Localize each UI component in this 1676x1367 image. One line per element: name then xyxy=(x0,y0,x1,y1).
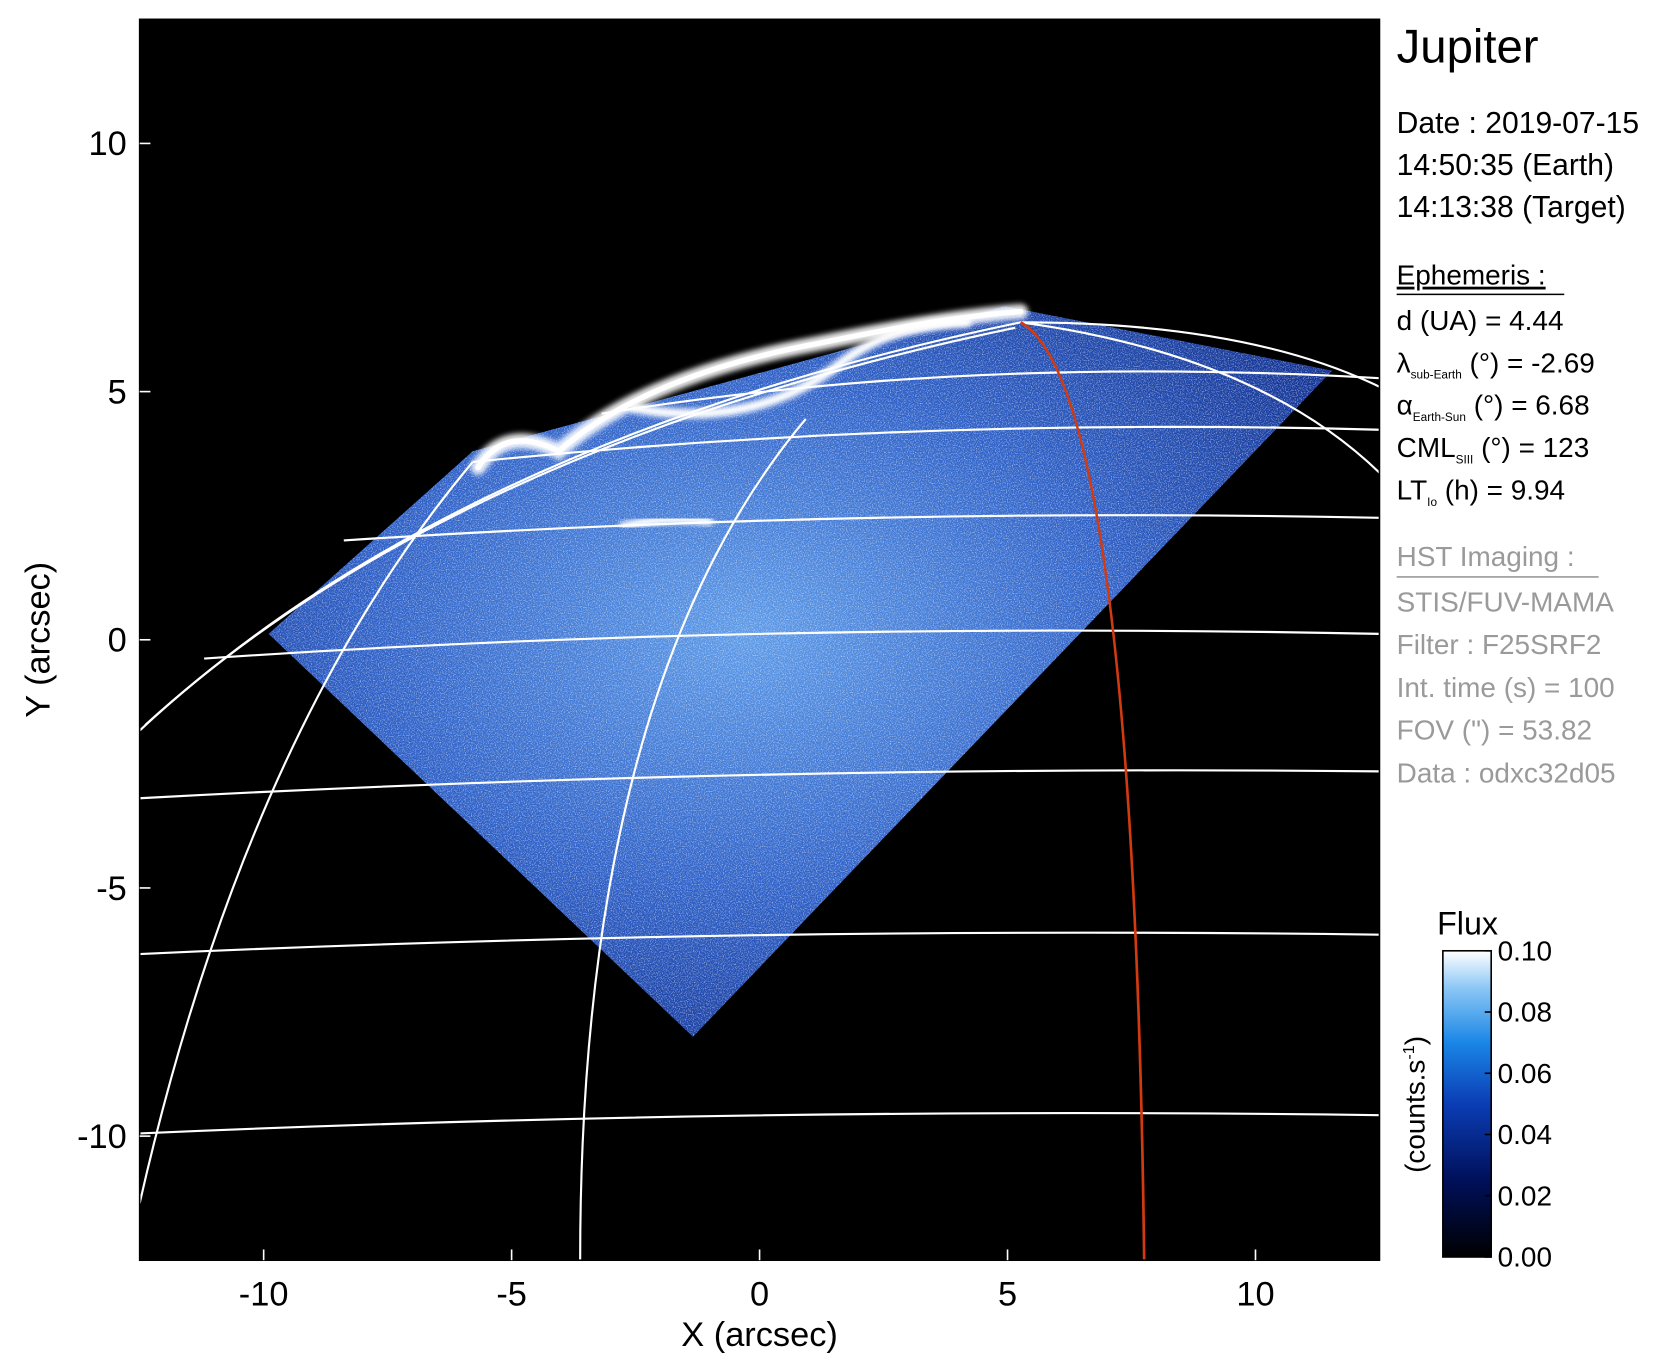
imaging-line: Int. time (s) = 100 xyxy=(1397,672,1615,703)
colorbar-label: (counts.s-1) xyxy=(1400,1036,1431,1173)
imaging-info: STIS/FUV-MAMA Filter : F25SRF2 Int. time (… xyxy=(1397,586,1616,788)
y-tick-label: -5 xyxy=(96,870,127,908)
main: CML xyxy=(1397,432,1456,463)
colorbar-tick-label: 0.06 xyxy=(1498,1058,1552,1089)
subscript: SIII xyxy=(1456,453,1474,467)
x-tick-label: -10 xyxy=(239,1275,289,1313)
axes: -10 -5 0 5 10 -10 -5 0 5 10 X (arcsec) Y (arcsec) xyxy=(19,18,1381,1354)
imaging-line: FOV (") = 53.82 xyxy=(1397,715,1592,746)
label-end: ) xyxy=(1400,1036,1431,1045)
ephemeris: d (UA) = 4.44 λsub-Earth (°) = -2.69 αEart… xyxy=(1397,305,1595,509)
label-main: (counts.s xyxy=(1400,1060,1431,1173)
colorbar-tick-label: 0.04 xyxy=(1498,1119,1552,1150)
colorbar xyxy=(1442,949,1493,1258)
header-line: 14:13:38 (Target) xyxy=(1397,191,1626,224)
imaging-line: STIS/FUV-MAMA xyxy=(1397,586,1615,617)
y-tick-label: 5 xyxy=(108,373,127,411)
image xyxy=(139,304,1380,1261)
header-line: Date : 2019-07-15 xyxy=(1397,107,1639,140)
ephemeris-line: d (UA) = 4.44 xyxy=(1397,305,1564,336)
subscript: Earth-Sun xyxy=(1413,410,1466,424)
colorbar-tick-label: 0.00 xyxy=(1498,1242,1552,1273)
x-tick-label: -5 xyxy=(496,1275,527,1313)
ephemeris-line: αEarth-Sun (°) = 6.68 xyxy=(1397,390,1590,424)
ephemeris-line: LTIo (h) = 9.94 xyxy=(1397,475,1565,509)
rest: (°) = -2.69 xyxy=(1462,347,1595,378)
rest: (h) = 9.94 xyxy=(1437,475,1565,506)
ephemeris-title: Ephemeris : xyxy=(1397,260,1546,291)
y-tick-label: 0 xyxy=(108,622,127,660)
colorbar-tick-label: 0.02 xyxy=(1498,1180,1552,1211)
header-line: 14:50:35 (Earth) xyxy=(1397,149,1614,182)
colorbar-tick-label: 0.10 xyxy=(1498,935,1552,966)
colorbar-tick-label: 0.08 xyxy=(1498,997,1552,1028)
y-tick-label: 10 xyxy=(89,125,127,163)
fov-noise xyxy=(268,306,1333,1037)
title: Jupiter xyxy=(1397,20,1539,73)
imaging-line: Data : odxc32d05 xyxy=(1397,757,1616,788)
rest: (°) = 6.68 xyxy=(1466,390,1590,421)
imaging-line: Filter : F25SRF2 xyxy=(1397,629,1602,660)
x-tick-label: 5 xyxy=(998,1275,1017,1313)
ephemeris-line: CMLSIII (°) = 123 xyxy=(1397,432,1590,466)
label-sup: -1 xyxy=(1400,1045,1418,1059)
main: α xyxy=(1397,390,1413,421)
subscript: sub-Earth xyxy=(1411,368,1462,382)
main: LT xyxy=(1397,475,1428,506)
x-axis-label: X (arcsec) xyxy=(681,1316,838,1354)
y-axis-label: Y (arcsec) xyxy=(19,562,57,718)
ephemeris-line: λsub-Earth (°) = -2.69 xyxy=(1397,347,1595,381)
y-tick-label: -10 xyxy=(77,1118,127,1156)
x-tick-label: 0 xyxy=(750,1275,769,1313)
lat-lon-grid xyxy=(139,321,1380,1261)
rest: (°) = 123 xyxy=(1473,432,1589,463)
colorbar-title: Flux xyxy=(1437,906,1498,942)
main: λ xyxy=(1397,347,1411,378)
x-tick-label: 10 xyxy=(1236,1275,1274,1313)
io-meridian xyxy=(1019,321,1146,1261)
subscript: Io xyxy=(1427,495,1437,509)
main: d (UA) = 4.44 xyxy=(1397,305,1564,336)
colorbar-ticks: 0.00 0.02 0.04 0.06 0.08 0.10 xyxy=(1484,935,1552,1273)
imaging-title: HST Imaging : xyxy=(1397,541,1575,572)
